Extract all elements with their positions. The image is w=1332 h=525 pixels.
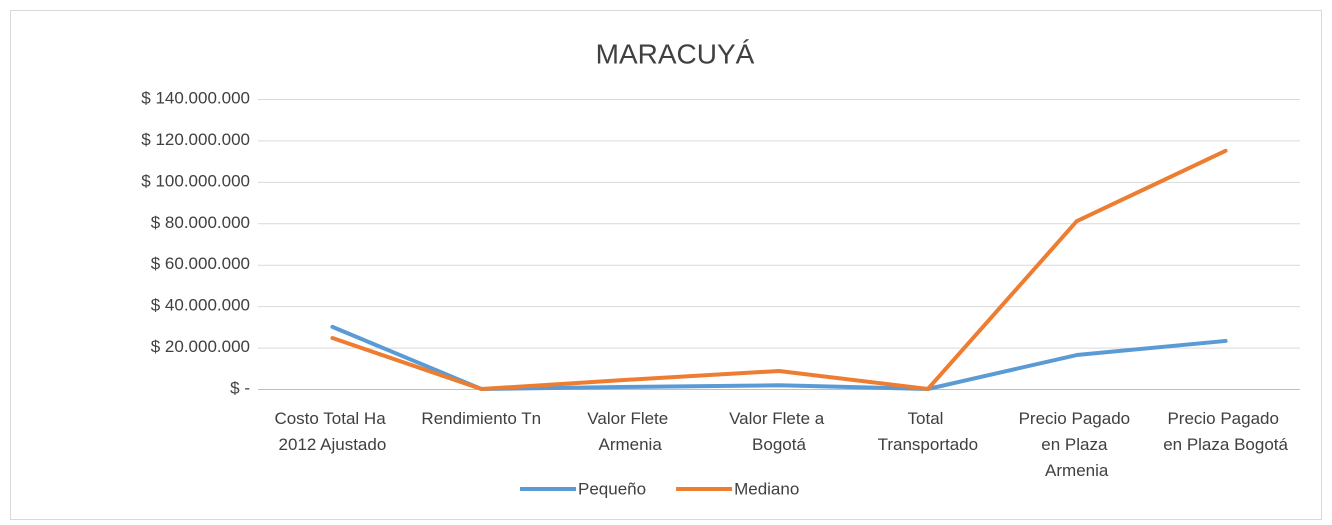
x-tick-label: Total Transportado (878, 409, 978, 454)
x-tick-label: Precio Pagado en Plaza Bogotá (1163, 409, 1288, 454)
x-tick-line: Valor Flete (587, 409, 673, 428)
legend-label: Mediano (734, 479, 799, 498)
y-tick-label: $ 80.000.000 (151, 213, 250, 232)
x-tick-line: Rendimiento Tn (421, 409, 541, 428)
x-tick-label: Costo Total Ha 2012 Ajustado (274, 409, 390, 454)
x-tick-line: Precio Pagado (1019, 409, 1135, 428)
x-tick-line: 2012 Ajustado (279, 435, 387, 454)
series-line (330, 148, 1228, 391)
y-tick-label: $ 20.000.000 (151, 337, 250, 356)
legend-label: Pequeño (578, 479, 646, 498)
x-tick-line: Bogotá (752, 435, 806, 454)
x-tick-label: Valor Flete Armenia (587, 409, 673, 454)
x-tick-line: Precio Pagado (1167, 409, 1283, 428)
x-tick-label: Precio Pagado en Plaza Armenia (1019, 409, 1135, 480)
x-tick-line: en Plaza (1041, 435, 1112, 454)
y-tick-label: $ 100.000.000 (141, 171, 250, 190)
x-tick-label: Rendimiento Tn (421, 409, 541, 428)
x-tick-line: Total (908, 409, 949, 428)
y-tick-label: $ 140.000.000 (141, 88, 250, 107)
y-tick-label: $ 40.000.000 (151, 296, 250, 315)
chart-title: MARACUYÁ (596, 38, 755, 69)
y-tick-label: $ 120.000.000 (141, 130, 250, 149)
x-tick-line: Armenia (1045, 461, 1109, 480)
x-tick-line: Valor Flete a (729, 409, 829, 428)
y-tick-label: $ - (230, 378, 250, 397)
x-tick-line: en Plaza Bogotá (1163, 435, 1288, 454)
x-tick-label: Valor Flete a Bogotá (729, 409, 829, 454)
x-tick-line: Armenia (598, 435, 662, 454)
y-tick-label: $ 60.000.000 (151, 254, 250, 273)
x-tick-line: Transportado (878, 435, 978, 454)
x-tick-line: Costo Total Ha (274, 409, 390, 428)
